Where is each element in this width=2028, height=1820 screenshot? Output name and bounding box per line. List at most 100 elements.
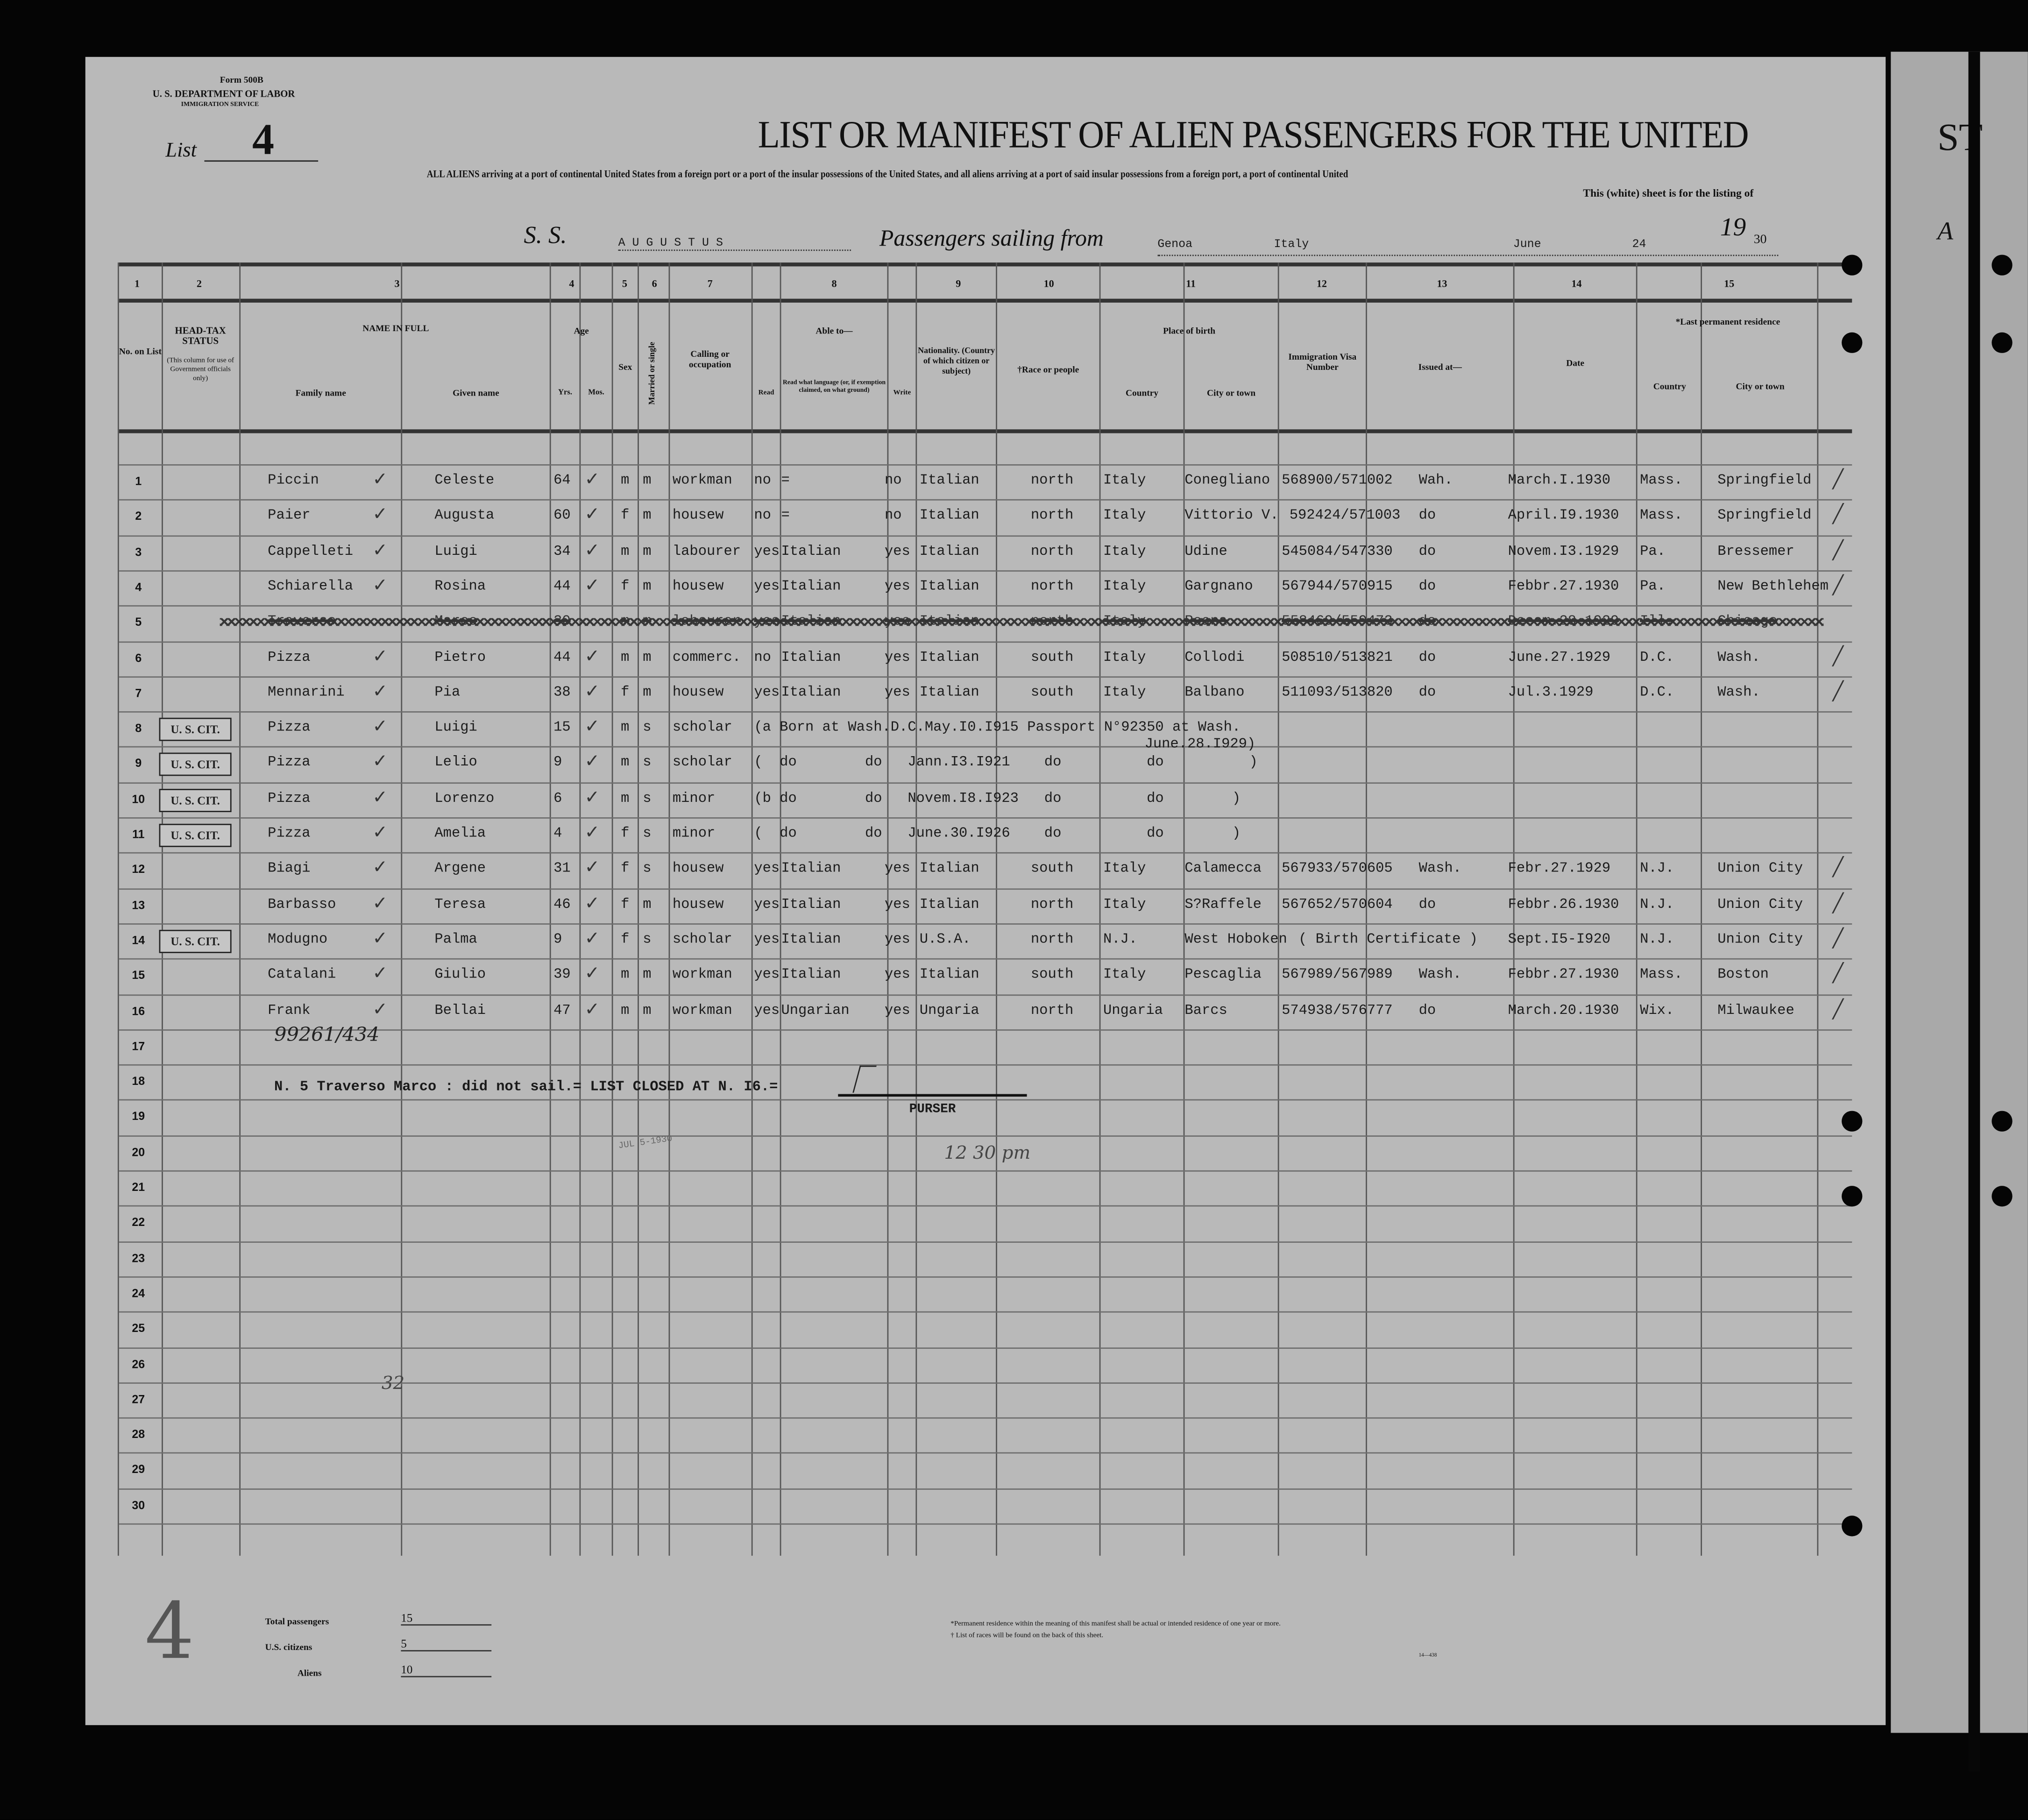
purser-label: PURSER bbox=[909, 1103, 956, 1118]
check-mark-icon: ✓ bbox=[584, 893, 600, 914]
birth-note: (b do do Novem.I8.I923 do do ) bbox=[754, 791, 1241, 807]
cell-race: south bbox=[1030, 861, 1074, 878]
cell-occupation: workman bbox=[672, 473, 732, 489]
column-number: 8 bbox=[831, 278, 837, 290]
cell-given: Teresa bbox=[434, 897, 486, 913]
cell-country: Italy bbox=[1103, 473, 1146, 489]
row-rule bbox=[119, 464, 1852, 466]
check-mark-icon: ✓ bbox=[372, 540, 388, 561]
check-mark-icon: ✓ bbox=[372, 963, 388, 984]
cell-issued: Wash. bbox=[1418, 967, 1462, 983]
cell-age: 47 bbox=[553, 1003, 571, 1019]
cell-date: Jul.3.1929 bbox=[1508, 685, 1594, 701]
check-mark-icon: ✓ bbox=[372, 646, 388, 667]
cell-given: Palma bbox=[434, 932, 477, 948]
cell-marital: s bbox=[643, 791, 652, 807]
header-given-name: Given name bbox=[453, 388, 499, 398]
cell-country: Italy bbox=[1103, 967, 1146, 983]
row-number: 24 bbox=[132, 1286, 145, 1300]
column-number: 3 bbox=[394, 278, 400, 290]
cell-country: Italy bbox=[1103, 897, 1146, 913]
cell-res-city: Wash. bbox=[1717, 685, 1760, 701]
cell-date: Febbr.27.1930 bbox=[1508, 579, 1619, 595]
cell-date: Decem.28.1929 bbox=[1508, 614, 1619, 630]
header-no-on-list: No. on List bbox=[119, 347, 162, 357]
header-age: Age bbox=[574, 326, 589, 336]
us-citizens-label: U.S. citizens bbox=[265, 1642, 312, 1653]
cell-write: yes bbox=[884, 861, 910, 878]
cell-race: south bbox=[1030, 650, 1074, 666]
cell-country: Italy bbox=[1103, 509, 1146, 524]
page-mark: 32 bbox=[381, 1373, 405, 1394]
departure-country: Italy bbox=[1274, 238, 1309, 251]
cell-race: north bbox=[1030, 473, 1074, 489]
check-mark-icon: ╱ bbox=[1832, 857, 1844, 878]
cell-occupation: housew bbox=[672, 861, 724, 878]
column-rule bbox=[1817, 262, 1819, 1556]
cell-country: Italy bbox=[1103, 544, 1146, 559]
punch-hole bbox=[1842, 1111, 1863, 1132]
cell-given: Pia bbox=[434, 685, 461, 701]
department: U. S. DEPARTMENT OF LABOR bbox=[152, 88, 295, 100]
check-mark-icon: ✓ bbox=[584, 716, 600, 737]
header-nationality: Nationality. (Country of which citizen o… bbox=[918, 347, 995, 376]
cell-res-country: Pa. bbox=[1640, 579, 1666, 595]
adjacent-ss-fragment: A bbox=[1937, 217, 1953, 246]
column-rule bbox=[638, 262, 639, 1556]
cell-nationality: Italian bbox=[919, 967, 979, 983]
column-rule bbox=[1513, 262, 1515, 1556]
check-mark-icon: ╱ bbox=[1832, 928, 1844, 949]
cell-res-city: Union City bbox=[1717, 897, 1803, 913]
cell-country: Italy bbox=[1103, 614, 1146, 630]
cell-country: Italy bbox=[1103, 685, 1146, 701]
cell-res-city: Springfield bbox=[1717, 509, 1812, 524]
cell-city: Calamecca bbox=[1184, 861, 1262, 878]
column-number: 11 bbox=[1186, 278, 1196, 290]
row-rule bbox=[119, 888, 1852, 889]
cell-language: Italian bbox=[781, 685, 841, 701]
cell-date: Febbr.27.1930 bbox=[1508, 967, 1619, 983]
cell-given: Celeste bbox=[434, 473, 495, 489]
row-number: 26 bbox=[132, 1357, 145, 1370]
list-label: List bbox=[165, 140, 197, 162]
check-mark-icon: ✓ bbox=[584, 469, 600, 490]
column-rule bbox=[996, 262, 997, 1556]
cell-race: north bbox=[1030, 897, 1074, 913]
cell-race: north bbox=[1030, 544, 1074, 559]
check-mark-icon: ╱ bbox=[1832, 999, 1844, 1020]
form-number: Form 500B bbox=[220, 75, 263, 85]
header-read-language: Read what language (or, if exemption cla… bbox=[782, 380, 886, 395]
us-citizens-value: 5 bbox=[401, 1637, 492, 1652]
punch-hole bbox=[1842, 255, 1863, 276]
print-code: 14—438 bbox=[1418, 1651, 1437, 1658]
cell-city: Udine bbox=[1184, 544, 1227, 559]
header-name-in-full: NAME IN FULL bbox=[362, 323, 429, 334]
column-rule bbox=[668, 262, 670, 1556]
header-res-country: Country bbox=[1653, 381, 1686, 392]
binding-edge bbox=[1968, 51, 1980, 1772]
cell-occupation: labourer bbox=[672, 544, 741, 559]
row-rule bbox=[119, 1417, 1852, 1419]
check-mark-icon: ✓ bbox=[372, 681, 388, 702]
cell-visa: 592424/571003 bbox=[1289, 509, 1401, 524]
punch-hole bbox=[1842, 332, 1863, 353]
cell-nationality: Italian bbox=[919, 861, 979, 878]
cell-language: = bbox=[781, 473, 790, 489]
cell-read: yes bbox=[754, 967, 780, 983]
cell-occupation: scholar bbox=[672, 720, 732, 736]
cell-sex: m bbox=[621, 1003, 630, 1019]
cell-language: Italian bbox=[781, 897, 841, 913]
cell-country: Ungaria bbox=[1103, 1003, 1163, 1019]
us-citizen-stamp: U. S. CIT. bbox=[159, 753, 232, 777]
header-able-to: Able to— bbox=[815, 326, 853, 336]
row-number: 15 bbox=[132, 969, 145, 982]
cell-family: Biagi bbox=[268, 861, 311, 878]
check-mark-icon: ✓ bbox=[372, 575, 388, 596]
total-passengers-label: Total passengers bbox=[265, 1616, 329, 1627]
row-rule bbox=[119, 605, 1852, 607]
cell-res-city: Union City bbox=[1717, 861, 1803, 878]
cell-marital: s bbox=[643, 756, 652, 772]
cell-language: Ungarian bbox=[781, 1003, 850, 1019]
check-mark-icon: ✓ bbox=[372, 928, 388, 949]
